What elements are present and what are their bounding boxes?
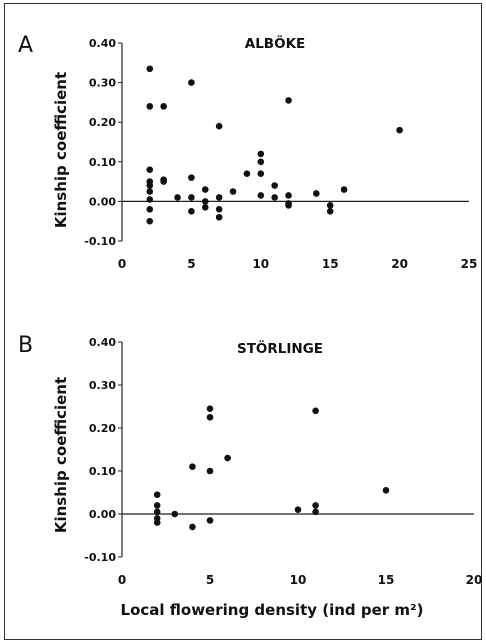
panel-a-title: ALBÖKE <box>245 34 306 52</box>
data-point <box>257 158 265 166</box>
x-tick-label: 5 <box>206 573 214 587</box>
panel-b-title: STÖRLINGE <box>237 339 323 357</box>
y-tick-label: 0.00 <box>89 508 116 521</box>
data-point <box>243 170 251 177</box>
data-point <box>285 202 292 209</box>
data-point <box>189 523 196 531</box>
data-point <box>271 182 278 189</box>
data-point <box>146 196 154 203</box>
data-point <box>326 208 334 215</box>
x-tick-label: 0 <box>118 573 126 587</box>
data-point <box>146 206 154 213</box>
data-point <box>189 463 196 471</box>
panel-b-ylabel: Kinship coefficient <box>52 377 70 533</box>
data-point <box>312 508 319 516</box>
data-point <box>188 79 195 86</box>
y-tick-label: 0.30 <box>89 379 116 392</box>
data-point <box>340 186 348 193</box>
panel-a-axes <box>121 43 469 241</box>
y-tick-label: -0.10 <box>84 551 116 564</box>
data-point <box>257 170 265 177</box>
panel-a-ylabel: Kinship coefficient <box>52 72 70 228</box>
data-point <box>313 190 320 197</box>
panel-b-points <box>153 405 390 531</box>
data-point <box>160 178 167 185</box>
panel-b-y-ticks: -0.10 0.00 0.10 0.20 0.30 0.40 <box>84 336 122 564</box>
y-tick-label: 0.40 <box>89 336 116 349</box>
data-point <box>396 126 403 134</box>
data-point <box>201 186 209 193</box>
x-tick-label: 10 <box>252 257 269 271</box>
x-tick-label: 25 <box>461 257 478 271</box>
data-point <box>215 206 223 213</box>
data-point <box>146 166 154 174</box>
x-tick-label: 0 <box>118 257 126 271</box>
panel-b-x-ticks: 0 5 10 15 20 <box>118 573 483 587</box>
panel-b-letter: B <box>18 333 33 358</box>
x-tick-label: 15 <box>378 573 395 587</box>
data-point <box>285 97 292 104</box>
data-point <box>171 510 179 518</box>
y-tick-label: -0.10 <box>84 235 116 248</box>
y-tick-label: 0.00 <box>89 195 116 208</box>
data-point <box>146 65 154 73</box>
x-tick-label: 20 <box>466 573 483 587</box>
data-point <box>160 103 167 110</box>
y-tick-label: 0.10 <box>89 465 116 478</box>
data-point <box>215 213 223 221</box>
data-point <box>215 122 223 130</box>
data-point <box>188 194 195 201</box>
data-point <box>188 174 195 181</box>
data-point <box>206 517 214 524</box>
data-point <box>153 519 161 526</box>
data-point <box>206 405 214 412</box>
y-tick-label: 0.30 <box>89 77 116 90</box>
y-tick-label: 0.20 <box>89 422 116 435</box>
data-point <box>206 467 214 475</box>
panel-a-x-ticks: 0 5 10 15 20 25 <box>118 257 478 271</box>
data-point <box>312 502 319 509</box>
y-tick-label: 0.20 <box>89 116 116 129</box>
panel-a-points <box>146 65 403 225</box>
data-point <box>215 194 223 201</box>
data-point <box>206 413 214 421</box>
panel-b-axes <box>121 342 474 557</box>
x-tick-label: 10 <box>290 573 307 587</box>
data-point <box>153 502 161 509</box>
x-tick-label: 5 <box>187 257 195 271</box>
data-point <box>224 454 231 462</box>
data-point <box>382 487 390 494</box>
data-point <box>153 508 161 516</box>
data-point <box>294 506 302 513</box>
x-tick-label: 20 <box>391 257 408 271</box>
data-point <box>257 192 265 199</box>
data-point <box>326 202 334 209</box>
data-point <box>229 188 237 195</box>
data-point <box>285 192 292 199</box>
data-point <box>146 188 154 195</box>
panel-a-letter: A <box>18 33 33 58</box>
figure-frame <box>4 3 482 640</box>
data-point <box>312 407 319 415</box>
data-point <box>146 182 154 189</box>
data-point <box>201 198 209 205</box>
panel-b-xlabel: Local flowering density (ind per m²) <box>121 601 424 619</box>
data-point <box>201 204 209 211</box>
data-point <box>153 491 161 498</box>
data-point <box>188 208 195 215</box>
data-point <box>146 103 154 110</box>
data-point <box>146 217 154 225</box>
panel-a-y-ticks: -0.10 0.00 0.10 0.20 0.30 0.40 <box>84 37 122 248</box>
y-tick-label: 0.10 <box>89 156 116 169</box>
panel-a: A ALBÖKE Kinship coefficient -0.10 0.00 0.… <box>18 33 477 271</box>
data-point <box>174 194 181 201</box>
data-point <box>271 194 278 201</box>
data-point <box>257 150 265 158</box>
y-tick-label: 0.40 <box>89 37 116 50</box>
panel-b: B STÖRLINGE Kinship coefficient Local fl… <box>18 333 482 619</box>
x-tick-label: 15 <box>322 257 339 271</box>
